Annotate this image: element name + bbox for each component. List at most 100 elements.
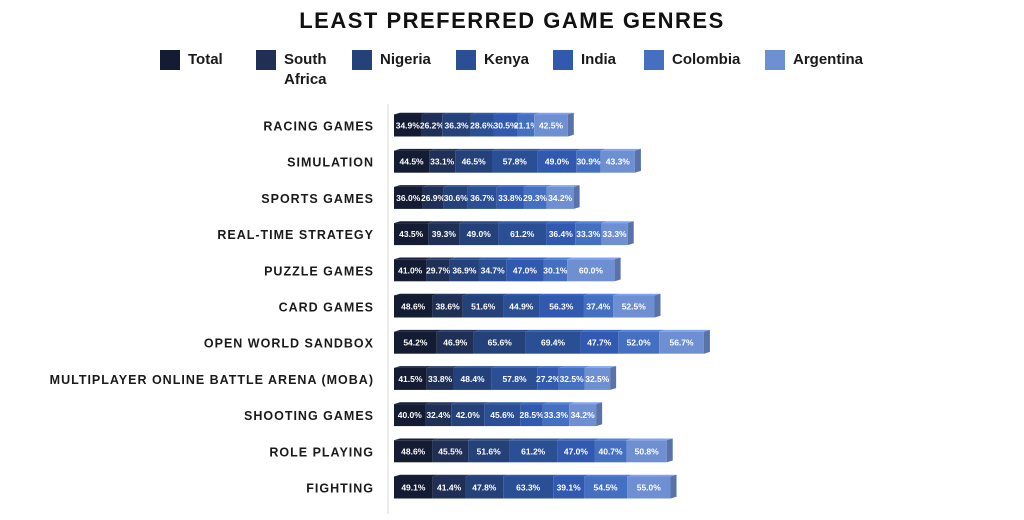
bar-segment <box>517 114 535 137</box>
bar-segment <box>601 223 628 246</box>
bar-segment <box>594 440 627 463</box>
value-label: 30.1% <box>543 265 568 275</box>
bar-segment-top <box>584 366 617 368</box>
bar-side <box>596 402 603 427</box>
value-label: 36.9% <box>452 265 477 275</box>
legend-item: India <box>553 50 661 70</box>
bar-segment <box>421 114 443 137</box>
bar-segment <box>498 223 547 246</box>
bar-segment-top <box>426 257 456 260</box>
bar-segment-top <box>575 221 608 224</box>
legend-swatch <box>160 50 180 70</box>
bar-segment-top <box>594 438 633 441</box>
bar-segment-top <box>442 112 477 115</box>
bar-segment-top <box>432 474 472 477</box>
bar-segment <box>509 440 558 463</box>
bar-segment-top <box>534 112 574 115</box>
value-label: 48.6% <box>401 446 426 456</box>
legend-label: Total <box>188 51 223 68</box>
bar-segment <box>543 259 568 282</box>
bar-segment <box>432 295 463 318</box>
category-label: SIMULATION <box>287 156 374 170</box>
value-label: 40.7% <box>598 446 623 456</box>
bar-segment-top <box>546 221 582 224</box>
value-label: 50.8% <box>635 446 660 456</box>
bar-segment-top <box>394 257 433 260</box>
bar-segment-top <box>394 112 428 115</box>
bar-segment <box>394 223 429 246</box>
chart-title: LEAST PREFERRED GAME GENRES <box>299 8 725 33</box>
value-label: 46.9% <box>443 338 468 348</box>
category-label: SPORTS GAMES <box>261 192 374 206</box>
bar-segment <box>600 150 635 173</box>
bar-side <box>614 257 621 282</box>
bar-segment-top <box>537 148 583 151</box>
bar-segment <box>394 331 437 354</box>
category-label: OPEN WORLD SANDBOX <box>204 337 374 351</box>
bar-segment <box>584 476 628 499</box>
value-label: 54.2% <box>403 338 428 348</box>
legend-label: South Africa <box>284 51 327 88</box>
value-label: 47.0% <box>513 265 538 275</box>
legend-item: Argentina <box>765 50 873 70</box>
value-label: 30.6% <box>444 193 469 203</box>
bar-segment <box>567 259 615 282</box>
bar-side <box>567 112 574 137</box>
value-label: 43.3% <box>606 157 631 167</box>
bar-segment-top <box>465 474 510 477</box>
bar-segment <box>534 114 568 137</box>
bar-segment <box>546 186 574 209</box>
legend-item: South Africa <box>256 50 364 90</box>
value-label: 33.3% <box>603 229 628 239</box>
bar-segment <box>503 295 540 318</box>
bar-segment-top <box>506 257 550 260</box>
bar-segment-top <box>394 438 439 441</box>
bar-segment-top <box>422 185 450 187</box>
legend-label: Nigeria <box>380 51 431 68</box>
bar-segment <box>553 476 585 499</box>
bar-segment-top <box>493 112 524 115</box>
value-label: 61.2% <box>510 229 535 239</box>
bar-segment-top <box>429 148 462 151</box>
bar-segment <box>467 186 497 209</box>
value-label: 49.0% <box>467 229 492 239</box>
bar-segment-top <box>462 293 510 296</box>
bar-segment <box>426 259 450 282</box>
category-label: CARD GAMES <box>279 301 374 315</box>
bar-segment-top <box>553 474 591 477</box>
bar-segment-top <box>468 438 516 441</box>
bar-segment-top <box>525 329 587 332</box>
bar-segment <box>394 404 426 427</box>
value-label: 30.5% <box>493 121 518 131</box>
bar-segment <box>583 295 614 318</box>
bar-segment-top <box>394 474 439 477</box>
value-label: 28.6% <box>470 121 495 131</box>
bar-segment <box>575 223 602 246</box>
bar-segment-top <box>583 293 620 296</box>
bar-segment-top <box>509 438 564 441</box>
value-label: 44.5% <box>400 157 425 167</box>
bar-segment-top <box>467 185 503 187</box>
value-label: 34.2% <box>548 193 573 203</box>
bar-segment-top <box>455 148 498 151</box>
value-label: 36.3% <box>445 121 470 131</box>
value-label: 32.4% <box>426 410 451 420</box>
bar-segment-top <box>394 293 439 296</box>
legend-swatch <box>352 50 372 70</box>
value-label: 69.4% <box>541 338 566 348</box>
bar-segment-top <box>558 366 591 368</box>
bar-segment-top <box>584 474 634 477</box>
value-label: 56.7% <box>669 338 694 348</box>
value-label: 57.8% <box>503 157 528 167</box>
bar-segment-top <box>426 366 460 368</box>
bar-segment <box>459 223 499 246</box>
bar-segment-top <box>428 221 466 224</box>
bar-segment <box>428 223 460 246</box>
bar-segment <box>520 404 543 427</box>
legend-swatch <box>765 50 785 70</box>
bar-segment-top <box>421 112 449 115</box>
bar-segment <box>468 440 510 463</box>
value-label: 52.0% <box>627 338 652 348</box>
bar-side <box>654 293 661 318</box>
bar-segment-top <box>394 148 436 151</box>
